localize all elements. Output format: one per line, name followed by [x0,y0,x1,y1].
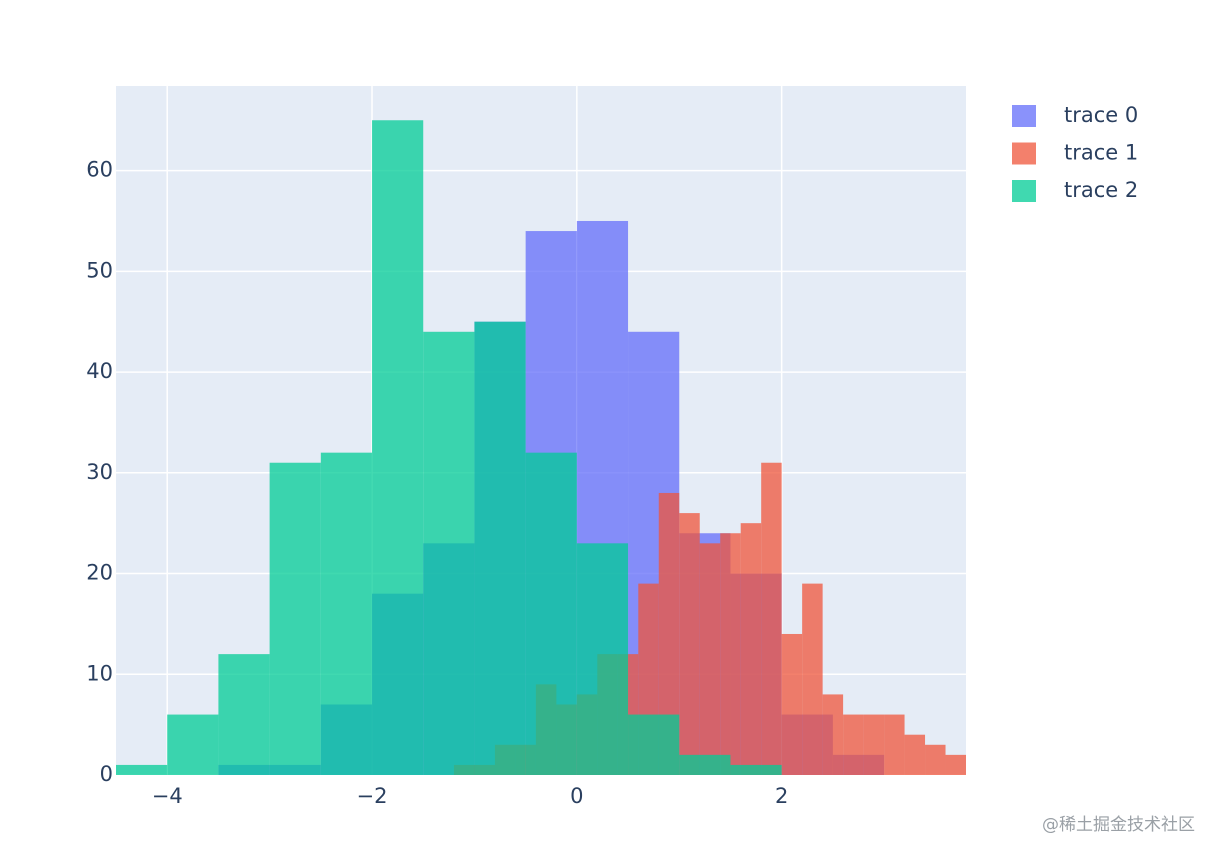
x-tick-label: 0 [570,784,583,808]
bar [884,714,905,775]
y-tick-label: 60 [86,158,113,182]
y-tick-label: 40 [86,359,113,383]
legend-label: trace 1 [1064,141,1138,165]
bar [372,120,424,775]
x-tick-label: −4 [152,784,183,808]
bar [863,714,885,775]
bar [904,734,926,775]
bar [576,543,629,775]
bar [781,633,803,775]
y-tick-label: 10 [86,661,113,685]
bar [320,452,373,775]
bar [925,744,946,775]
legend-label: trace 0 [1064,103,1138,127]
bar [423,331,475,775]
bar [474,321,526,775]
bar [945,754,966,775]
legend-swatch [1012,180,1036,202]
legend-swatch [1012,142,1036,165]
bar [802,583,823,775]
legend-swatch [1012,105,1036,127]
y-tick-label: 50 [86,258,113,282]
bar [525,452,577,775]
bar [761,462,782,775]
bar [822,694,844,775]
bar [628,714,680,775]
bar [740,523,762,775]
watermark: @稀土掘金技术社区 [1042,815,1195,835]
bar [843,714,864,775]
bar [116,764,168,775]
x-tick-label: 2 [775,784,788,808]
legend-label: trace 2 [1064,178,1138,202]
y-tick-label: 0 [100,762,113,786]
bar [699,543,721,775]
bar [269,462,321,775]
bar [218,654,270,775]
bar [167,714,219,775]
bar [679,513,700,775]
bar [658,492,680,775]
bar [730,764,782,775]
bar [720,533,741,775]
y-tick-label: 30 [86,460,113,484]
x-tick-label: −2 [357,784,388,808]
bar [679,754,731,775]
y-tick-label: 20 [86,561,113,585]
